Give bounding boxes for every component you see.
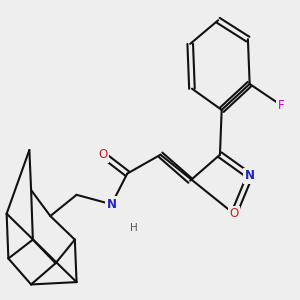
Text: F: F xyxy=(278,99,284,112)
Text: O: O xyxy=(229,207,239,220)
Text: N: N xyxy=(245,169,255,182)
Text: O: O xyxy=(98,148,107,161)
Text: H: H xyxy=(130,223,138,233)
Text: N: N xyxy=(106,198,116,211)
